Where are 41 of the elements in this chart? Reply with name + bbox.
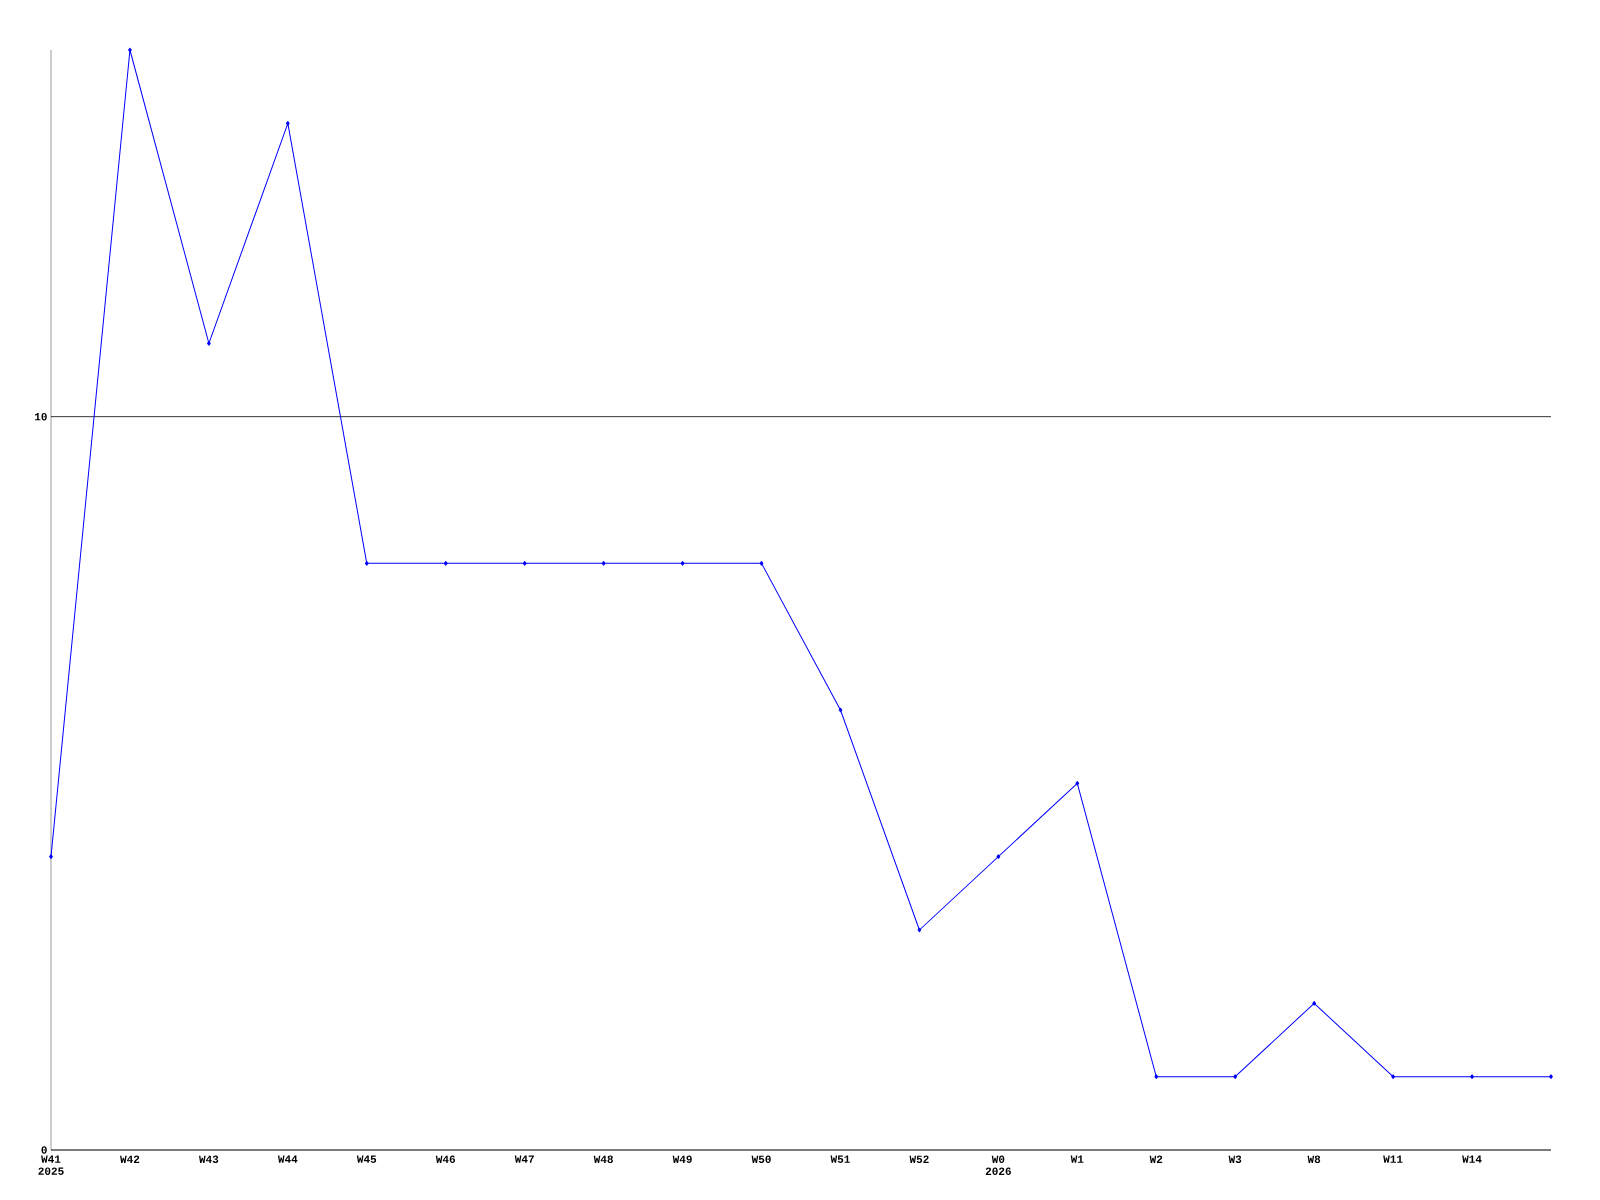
- point: [680, 561, 685, 566]
- x-tick-label: W41 2025: [38, 1155, 64, 1175]
- x-tick-label: W50: [751, 1155, 771, 1163]
- point: [759, 561, 764, 566]
- x-tick-label: W8: [1307, 1155, 1321, 1163]
- x-tick-label: W0 2026: [985, 1155, 1011, 1175]
- x-tick-label: W49: [672, 1155, 692, 1163]
- point: [207, 341, 211, 346]
- y-tick-label: 0: [41, 1146, 47, 1154]
- x-tick-label: W11: [1383, 1155, 1403, 1163]
- point: [1154, 1074, 1159, 1079]
- x-tick-label: W14: [1462, 1155, 1482, 1163]
- x-tick-label: W45: [356, 1155, 377, 1163]
- x-tick-label: W51: [830, 1155, 850, 1163]
- x-tick-label: W3: [1228, 1155, 1242, 1164]
- point: [1233, 1074, 1238, 1079]
- point: [1549, 1074, 1553, 1079]
- point: [838, 707, 843, 713]
- point: [917, 927, 922, 933]
- point: [1075, 781, 1080, 786]
- point: [522, 561, 527, 566]
- point: [364, 561, 369, 566]
- x-tick-label: W1: [1070, 1155, 1084, 1163]
- x-tick-label: W46: [435, 1155, 456, 1163]
- point: [1312, 1001, 1316, 1006]
- point: [1391, 1074, 1395, 1079]
- point: [443, 561, 448, 566]
- x-tick-label: W44: [277, 1155, 298, 1163]
- point: [1470, 1074, 1474, 1079]
- y-tick-label: 10: [35, 412, 47, 421]
- x-tick-label: W2: [1149, 1155, 1163, 1163]
- x-tick-label: W52: [909, 1155, 929, 1163]
- point: [601, 561, 606, 566]
- x-tick-label: W42: [120, 1155, 140, 1163]
- x-tick-label: W43: [199, 1155, 219, 1164]
- x-tick-label: W47: [514, 1155, 534, 1163]
- x-tick-label: W48: [593, 1155, 613, 1163]
- point: [996, 854, 1001, 859]
- point: [128, 47, 132, 53]
- point: [285, 121, 290, 126]
- point: [49, 854, 53, 859]
